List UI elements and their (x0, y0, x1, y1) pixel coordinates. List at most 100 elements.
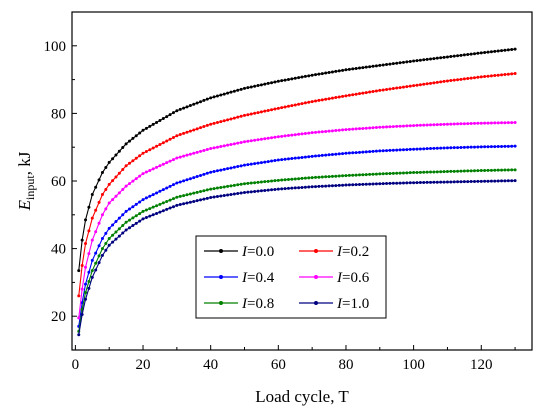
data-point (97, 178, 101, 182)
data-point (182, 179, 186, 183)
data-point (371, 64, 375, 68)
data-point (270, 108, 274, 112)
data-point (371, 126, 375, 130)
data-point (456, 180, 460, 184)
data-point (188, 129, 192, 133)
data-point (442, 55, 446, 59)
data-point (297, 177, 301, 181)
data-point (415, 59, 419, 63)
data-point (456, 122, 460, 126)
data-point (239, 140, 243, 144)
legend-label-value: =0.6 (342, 270, 370, 286)
data-point (141, 172, 145, 176)
data-point (361, 66, 365, 70)
data-point (358, 183, 361, 187)
data-point (395, 171, 399, 175)
data-point (489, 179, 493, 183)
data-point (381, 125, 385, 129)
data-point (124, 142, 128, 146)
data-point (111, 240, 115, 244)
data-point (466, 180, 470, 184)
data-point (327, 97, 331, 101)
data-point (300, 185, 304, 189)
data-point (381, 182, 385, 186)
data-point (347, 151, 351, 155)
legend-swatch-marker (219, 301, 223, 305)
data-point (445, 55, 449, 59)
data-point (408, 181, 412, 185)
data-point (496, 121, 500, 125)
data-point (188, 104, 192, 108)
data-point (422, 170, 426, 174)
data-point (405, 124, 409, 128)
data-point (280, 134, 284, 138)
data-point (452, 180, 456, 184)
data-point (297, 76, 301, 80)
data-point (381, 88, 385, 92)
data-point (293, 156, 297, 160)
data-point (290, 177, 294, 181)
data-point (334, 174, 338, 178)
data-point (286, 134, 290, 138)
data-point (493, 145, 497, 149)
data-point (205, 171, 209, 175)
data-point (361, 150, 365, 154)
data-point (138, 154, 142, 158)
data-point (239, 191, 243, 195)
data-point (100, 213, 104, 217)
data-point (219, 120, 223, 124)
data-point (432, 123, 436, 127)
data-point (303, 176, 307, 180)
data-point (107, 236, 111, 240)
data-point (466, 169, 470, 173)
data-point (151, 205, 155, 209)
data-point (246, 181, 250, 185)
data-point (205, 147, 209, 151)
data-point (320, 98, 324, 102)
data-point (483, 179, 487, 183)
data-point (459, 53, 463, 57)
data-point (415, 83, 419, 87)
data-point (310, 176, 314, 180)
data-point (378, 88, 382, 92)
data-point (77, 333, 81, 337)
data-point (212, 121, 216, 125)
data-point (111, 198, 115, 202)
data-point (141, 128, 145, 132)
data-point (185, 193, 189, 197)
data-point (128, 161, 131, 165)
data-point (97, 221, 101, 225)
data-point (178, 155, 182, 159)
data-point (280, 79, 284, 83)
data-point (378, 149, 382, 153)
data-point (307, 100, 311, 104)
data-point (486, 121, 490, 125)
data-point (131, 136, 135, 140)
data-point (80, 238, 84, 242)
data-point (192, 176, 196, 180)
data-point (117, 171, 121, 175)
series-I-0_4 (77, 144, 517, 328)
data-point (253, 138, 257, 142)
data-point (334, 184, 338, 188)
data-point (479, 145, 483, 149)
data-point (344, 128, 348, 132)
data-point (364, 65, 368, 69)
data-point (432, 57, 436, 61)
data-point (297, 156, 301, 160)
data-point (449, 169, 453, 173)
data-point (476, 75, 480, 79)
data-point (324, 153, 328, 157)
data-point (324, 175, 328, 179)
data-point (385, 182, 389, 186)
data-point (483, 168, 487, 172)
data-point (476, 179, 480, 183)
data-point (171, 183, 175, 187)
data-point (87, 280, 91, 284)
data-point (347, 127, 351, 131)
data-point (253, 181, 257, 185)
data-point (351, 151, 355, 155)
data-point (138, 200, 142, 204)
data-point (327, 184, 331, 188)
data-point (202, 148, 206, 152)
